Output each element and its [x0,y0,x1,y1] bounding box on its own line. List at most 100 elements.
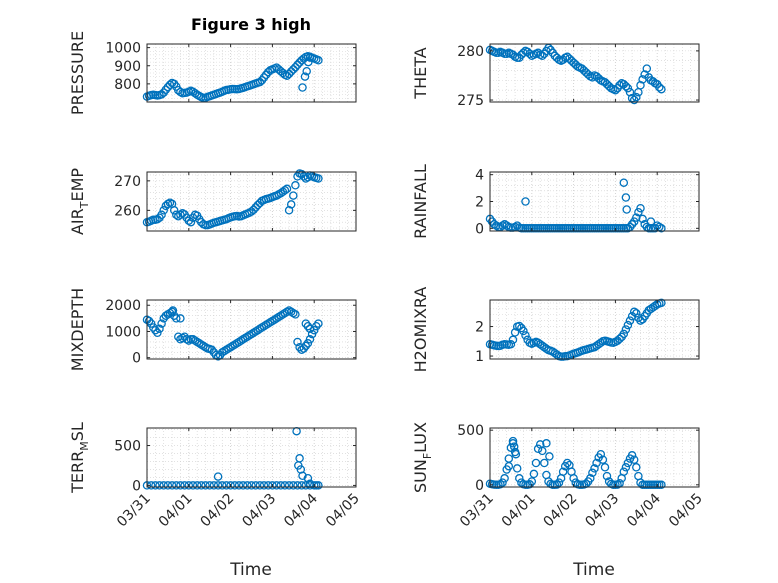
data-point [558,55,568,64]
axes-frame [146,43,357,103]
data-point [243,332,252,341]
y-axis-label: THETA [411,47,430,99]
data-point [249,205,258,215]
axes-frame [489,427,700,488]
data-point [511,449,521,459]
panel-2: 275 280 THETA [411,43,700,109]
data-point [636,81,645,90]
y-axis-label-main: SUN [411,459,430,493]
y-tick-label: 4 [475,168,484,184]
data-point [291,310,300,319]
data-point [259,481,269,490]
data-point [500,474,509,483]
series-markers [485,43,666,105]
y-tick-label: 1000 [105,41,141,57]
data-point [207,345,217,355]
data-point [163,481,173,490]
data-point [289,65,298,74]
data-point [220,346,229,356]
data-point [226,481,235,490]
grid [490,300,699,359]
series-markers [142,426,323,490]
x-axis-label-left: Time [229,560,272,580]
data-point [648,77,658,86]
data-point [276,481,286,490]
data-point [519,48,528,58]
data-point [280,481,290,490]
y-axis-label: MIXDEPTH [68,288,87,371]
data-point [303,173,313,182]
data-point [293,481,302,490]
plot-area [147,428,356,487]
y-axis-label-main: H2OMIXRA [411,287,430,373]
data-point [314,174,323,183]
data-point [251,481,260,490]
data-point [228,341,237,351]
data-point [636,316,645,325]
data-point [596,449,606,459]
data-point [153,214,162,224]
data-point [291,62,300,72]
data-point [492,221,501,230]
data-point [583,70,593,79]
data-point [621,463,631,472]
panel-6: 1 2 H2OMIXRA [411,287,700,373]
data-point [602,471,612,481]
data-point [615,334,624,344]
y-tick-label: 2 [475,195,484,211]
data-point [657,298,666,308]
data-point [247,329,256,339]
axes-frame [489,43,700,103]
data-point [172,314,181,323]
data-point [619,467,629,476]
data-point [621,325,631,334]
data-point [243,481,252,490]
data-point [268,316,277,326]
data-point [621,82,631,91]
data-point [613,480,622,489]
data-point [282,307,292,317]
data-point [598,455,608,464]
data-point [230,340,240,349]
data-point [176,335,185,344]
y-axis-label-main: TERR [68,451,87,494]
data-point [184,336,194,345]
data-point [222,481,231,490]
data-point [217,481,227,490]
data-point [284,306,294,315]
data-point [174,332,183,341]
data-point [638,214,647,224]
x-axis-label-right: Time [572,560,615,580]
data-point [623,320,633,330]
data-point [515,474,524,483]
data-point [529,469,539,479]
data-point [213,481,223,490]
y-axis-label: TERRMSL [68,422,91,494]
data-point [197,481,206,490]
data-point [192,481,202,490]
data-point [563,458,572,468]
series-markers [485,436,666,490]
data-point [600,463,610,472]
y-axis-label: RAINFALL [411,164,430,239]
data-point [533,338,543,348]
data-point [286,200,296,209]
data-point [263,319,273,328]
data-point [289,191,298,200]
data-point [295,454,304,463]
y-axis-label-main: RAINFALL [411,164,430,239]
y-tick-label: 260 [114,203,141,219]
plot-area [147,172,356,231]
data-point [554,478,564,487]
data-point [508,436,518,446]
data-point [657,84,666,94]
data-point [498,478,507,487]
data-point [257,323,267,332]
y-tick-label: 900 [114,59,141,75]
data-point [531,458,541,468]
data-point [538,446,547,456]
data-point [611,85,620,95]
data-point [238,335,248,344]
data-point [161,311,171,320]
y-axis-label-main: PRESSURE [68,31,87,115]
